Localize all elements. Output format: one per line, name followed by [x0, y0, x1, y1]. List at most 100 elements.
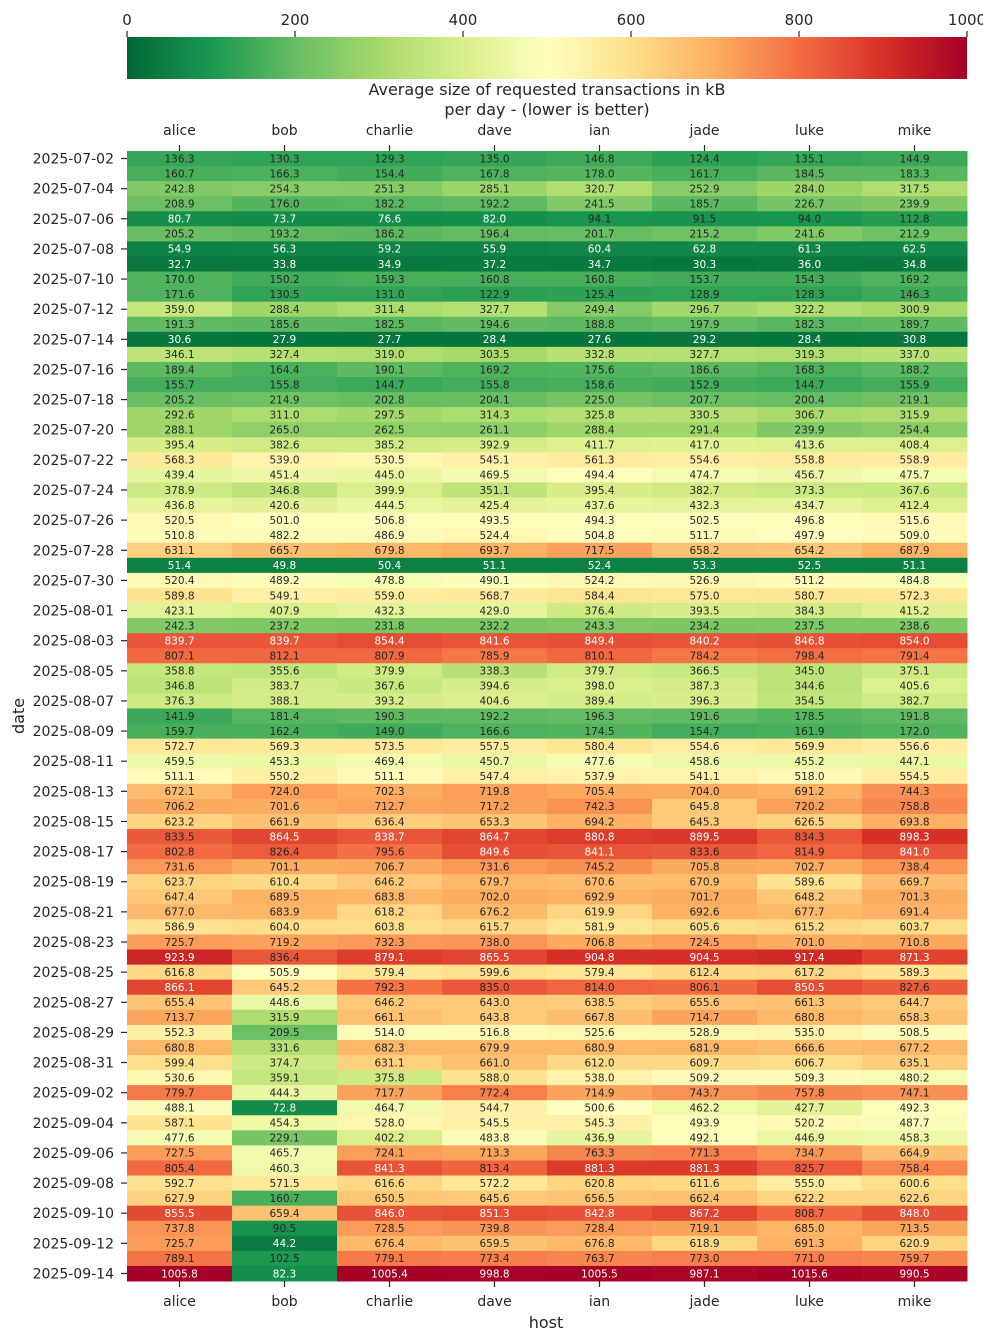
cell-value-label: 702.0 [479, 892, 509, 904]
cell-value-label: 841.6 [479, 635, 509, 647]
heatmap-cell [337, 226, 443, 242]
cell-value-label: 354.5 [794, 696, 824, 708]
heatmap-cell [442, 1115, 548, 1131]
cell-value-label: 284.0 [794, 183, 824, 195]
heatmap-cell [232, 889, 338, 905]
cell-value-label: 265.0 [269, 425, 299, 437]
cell-value-label: 394.6 [479, 681, 509, 693]
heatmap-cell [862, 331, 968, 348]
heatmap-cell [337, 1085, 443, 1101]
heatmap-cell [442, 497, 548, 514]
heatmap-cell [442, 1009, 548, 1026]
heatmap-cell [337, 1009, 443, 1026]
cell-value-label: 702.3 [374, 786, 404, 798]
heatmap-cell [862, 648, 968, 664]
heatmap-cell [232, 437, 338, 453]
heatmap-cell [442, 286, 548, 303]
cell-value-label: 125.4 [584, 289, 614, 301]
cell-value-label: 36.0 [798, 259, 821, 271]
heatmap-cell [757, 1009, 863, 1026]
heatmap-cell [757, 377, 863, 393]
heatmap-cell [862, 1024, 968, 1041]
heatmap-cell [232, 648, 338, 664]
heatmap-cell [442, 919, 548, 935]
heatmap-cell [547, 648, 653, 664]
heatmap-cell [442, 377, 548, 393]
heatmap-cell [127, 1024, 233, 1041]
heatmap-cell [232, 166, 338, 182]
heatmap-cell [442, 1145, 548, 1161]
cell-value-label: 261.1 [479, 425, 509, 437]
heatmap-cell [232, 151, 338, 167]
cell-value-label: 676.4 [374, 1238, 404, 1250]
heatmap-cell [337, 196, 443, 212]
heatmap-cell [337, 738, 443, 755]
heatmap-cell [232, 1009, 338, 1026]
heatmap-cell [232, 422, 338, 438]
heatmap-cell [652, 151, 758, 167]
y-tick-label: 2025-08-17 [33, 845, 114, 861]
cell-value-label: 554.6 [689, 741, 719, 753]
cell-value-label: 167.8 [479, 168, 509, 180]
heatmap-cell [232, 1100, 338, 1116]
cell-value-label: 192.2 [479, 199, 509, 211]
heatmap-cell [127, 1145, 233, 1161]
heatmap-cell [337, 241, 443, 257]
heatmap-cell [337, 859, 443, 875]
heatmap-cell [127, 829, 233, 845]
x-tick-label-top: mike [898, 123, 932, 139]
heatmap-cell [127, 1160, 233, 1177]
cell-value-label: 412.4 [899, 500, 929, 512]
cell-value-label: 558.9 [899, 455, 929, 467]
cell-value-label: 879.1 [374, 952, 404, 964]
cell-value-label: 130.5 [269, 289, 299, 301]
cell-value-label: 1015.6 [791, 1268, 828, 1280]
cell-value-label: 453.3 [269, 756, 299, 768]
cell-value-label: 662.4 [689, 1193, 719, 1205]
heatmap-cell [127, 587, 233, 604]
heatmap-cell [862, 949, 968, 966]
heatmap-cell [442, 994, 548, 1011]
heatmap-cell [547, 1009, 653, 1026]
heatmap-cell [127, 497, 233, 514]
cell-value-label: 814.9 [794, 846, 824, 858]
heatmap-cell [862, 1009, 968, 1026]
cell-value-label: 160.7 [164, 168, 194, 180]
cell-value-label: 705.4 [584, 786, 614, 798]
heatmap-cell [652, 587, 758, 604]
cell-value-label: 28.4 [798, 334, 822, 346]
heatmap-cell [127, 1205, 233, 1222]
heatmap-cell [232, 783, 338, 800]
heatmap-cell [862, 437, 968, 453]
cell-value-label: 252.9 [689, 183, 719, 195]
cell-value-label: 559.0 [374, 590, 404, 602]
heatmap-cell [547, 301, 653, 318]
cell-value-label: 742.3 [584, 801, 614, 813]
heatmap-cell [757, 1220, 863, 1237]
heatmap-cell [442, 211, 548, 227]
cell-value-label: 589.6 [794, 877, 824, 889]
heatmap-cell [652, 1100, 758, 1116]
heatmap-cell [442, 1085, 548, 1101]
heatmap-cells: 136.3 130.3 129.3 135.0 146.8 124.4 135.1 144.9… [127, 151, 968, 1282]
cell-value-label: 59.2 [378, 244, 401, 256]
cell-value-label: 27.9 [273, 334, 296, 346]
cell-value-label: 520.2 [794, 1118, 824, 1130]
y-tick-label: 2025-07-02 [33, 152, 114, 168]
cell-value-label: 656.5 [584, 1193, 614, 1205]
cell-value-label: 191.8 [899, 711, 929, 723]
cell-value-label: 669.7 [899, 877, 929, 889]
cell-value-label: 122.9 [479, 289, 509, 301]
heatmap-cell [337, 798, 443, 815]
heatmap-cell [862, 663, 968, 679]
heatmap-cell [232, 1055, 338, 1071]
cell-value-label: 451.4 [269, 470, 299, 482]
heatmap-cell [337, 1039, 443, 1056]
cell-value-label: 757.8 [794, 1087, 824, 1099]
cell-value-label: 840.2 [689, 635, 719, 647]
cell-value-label: 319.3 [794, 349, 824, 361]
heatmap-cell [652, 603, 758, 619]
heatmap-cell [757, 497, 863, 514]
cell-value-label: 415.2 [899, 605, 929, 617]
heatmap-cell [757, 633, 863, 649]
